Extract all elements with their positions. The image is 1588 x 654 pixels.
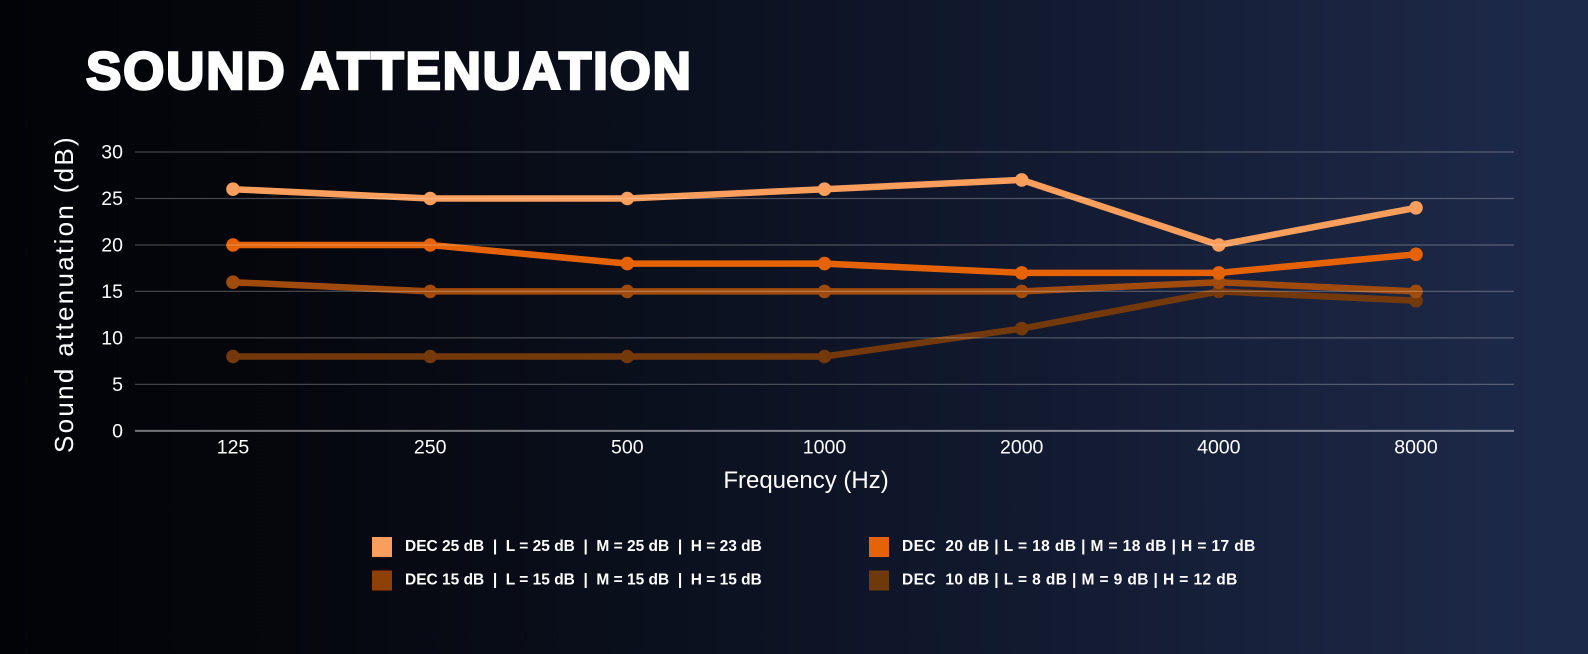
svg-text:250: 250	[414, 437, 447, 459]
svg-text:DEC 20 dB | L = 18 dB | M = 1: DEC 20 dB | L = 18 dB | M = 18 dB | H = …	[902, 538, 1256, 555]
svg-text:500: 500	[611, 437, 644, 459]
svg-text:2000: 2000	[1000, 437, 1044, 459]
svg-text:SOUND ATTENUATION: SOUND ATTENUATION	[86, 42, 693, 101]
svg-text:30: 30	[101, 142, 123, 164]
svg-text:25: 25	[101, 188, 123, 210]
svg-text:Frequency (Hz): Frequency (Hz)	[723, 467, 888, 494]
svg-text:10: 10	[101, 327, 123, 349]
svg-text:5: 5	[112, 374, 123, 396]
svg-text:DEC 10 dB | L = 8 dB | M = 9: DEC 10 dB | L = 8 dB | M = 9 dB | H = 12…	[902, 572, 1238, 589]
svg-text:Sound attenuation (dB): Sound attenuation (dB)	[49, 135, 79, 453]
svg-text:DEC 25 dB | L = 25 dB | M: DEC 25 dB | L = 25 dB | M = 25 dB | H = …	[405, 538, 762, 555]
svg-text:4000: 4000	[1197, 437, 1241, 459]
svg-text:125: 125	[217, 437, 250, 459]
svg-text:20: 20	[101, 235, 123, 257]
svg-text:15: 15	[101, 281, 123, 303]
svg-text:1000: 1000	[803, 437, 847, 459]
svg-text:DEC 15 dB | L = 15 dB | M: DEC 15 dB | L = 15 dB | M = 15 dB | H = …	[405, 572, 762, 589]
svg-text:0: 0	[112, 420, 123, 442]
svg-text:8000: 8000	[1394, 437, 1438, 459]
